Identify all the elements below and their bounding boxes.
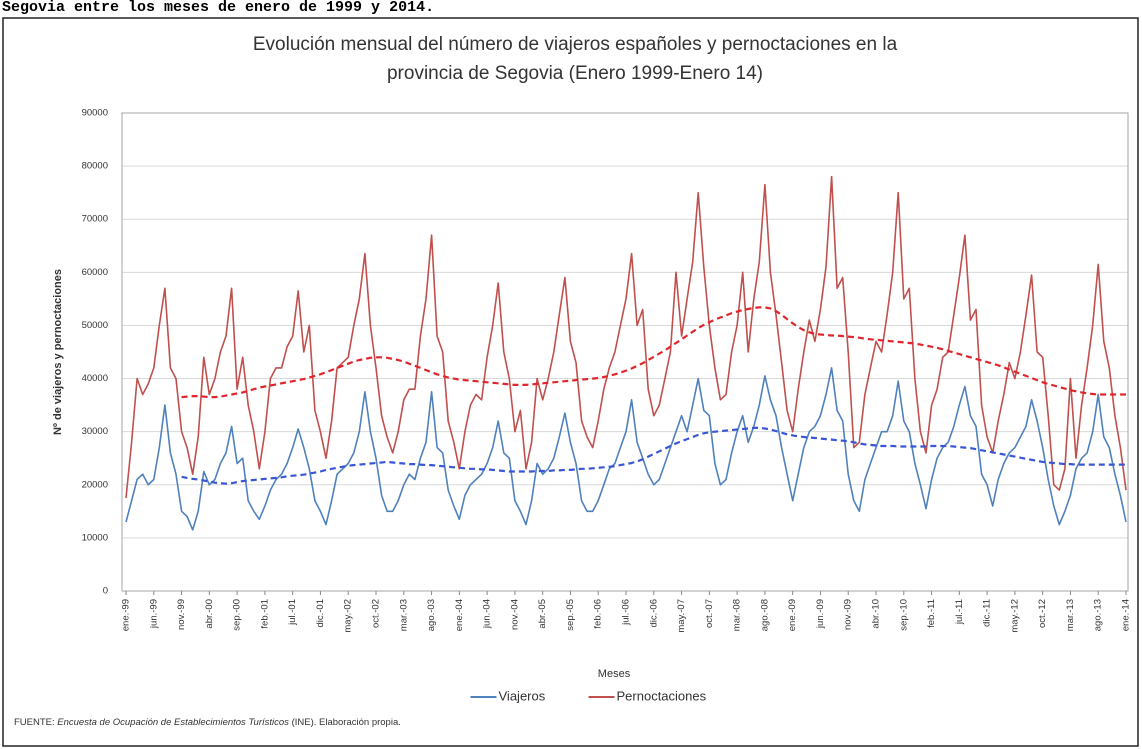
- x-tick-label: mar.-03: [398, 599, 409, 631]
- x-tick-label: may.-12: [1009, 599, 1020, 633]
- chart-title: Evolución mensual del número de viajeros…: [253, 34, 898, 55]
- trend-line: [181, 306, 1126, 399]
- x-tick-label: jul.-11: [954, 599, 965, 625]
- x-tick-label: abr.-05: [537, 599, 548, 629]
- x-tick-label: ago.-13: [1093, 599, 1104, 631]
- x-tick-label: sep.-05: [565, 599, 576, 631]
- x-tick-label: sep.-00: [232, 599, 243, 631]
- x-tick-label: nov.-04: [509, 599, 520, 630]
- x-tick-label: may.-07: [676, 599, 687, 633]
- x-tick-label: dic.-11: [982, 599, 993, 627]
- caption: Segovia entre los meses de enero de 1999…: [2, 0, 434, 16]
- y-tick-label: 90000: [82, 108, 108, 119]
- x-tick-label: sep.-10: [898, 599, 909, 631]
- x-tick-label: ene.-04: [454, 599, 465, 631]
- x-tick-label: ago.-03: [426, 599, 437, 631]
- x-tick-label: dic.-01: [315, 599, 326, 628]
- y-tick-label: 10000: [82, 532, 108, 543]
- source-prefix: FUENTE:: [14, 717, 55, 728]
- y-tick-label: 40000: [82, 373, 108, 384]
- x-tick-label: nov.-09: [843, 599, 854, 630]
- x-tick-label: jun.-09: [815, 599, 826, 629]
- x-tick-label: jul.-06: [621, 599, 632, 626]
- plot-border: [121, 112, 1129, 592]
- trend-line: [181, 426, 1126, 485]
- figure-frame: [2, 17, 1139, 747]
- x-tick-label: may.-02: [343, 599, 354, 633]
- chart-title: provincia de Segovia (Enero 1999-Enero 1…: [387, 63, 763, 84]
- x-tick-label: mar.-08: [732, 599, 743, 631]
- y-tick-label: 80000: [82, 161, 108, 172]
- y-tick-label: 0: [103, 586, 108, 597]
- x-tick-label: jun.-99: [148, 599, 159, 629]
- x-tick-label: ene.-99: [121, 599, 132, 631]
- source: FUENTE: Encuesta de Ocupación de Estable…: [14, 717, 401, 728]
- x-tick-label: jul.-01: [287, 599, 298, 626]
- x-tick-label: oct.-07: [704, 599, 715, 628]
- legend-label: Viajeros: [499, 688, 546, 703]
- y-tick-label: 20000: [82, 479, 108, 490]
- y-axis-title: Nº de viajeros y pernoctaciones: [52, 269, 64, 435]
- x-tick-label: feb.-01: [259, 599, 270, 629]
- series-line: [125, 175, 1127, 499]
- x-tick-label: nov.-99: [176, 599, 187, 630]
- x-tick-label: abr.-00: [204, 599, 215, 629]
- y-tick-label: 60000: [82, 267, 108, 278]
- x-tick-label: ago.-08: [759, 599, 770, 631]
- y-tick-label: 30000: [82, 426, 108, 437]
- y-tick-label: 70000: [82, 214, 108, 225]
- x-tick-label: dic.-06: [648, 599, 659, 628]
- x-tick-label: ene.-09: [787, 599, 798, 631]
- legend-label: Pernoctaciones: [617, 688, 707, 703]
- series-line: [125, 367, 1127, 531]
- x-tick-label: mar.-13: [1065, 599, 1076, 631]
- source-italic: Encuesta de Ocupación de Establecimiento…: [57, 717, 289, 728]
- x-tick-label: feb.-11: [926, 599, 937, 628]
- x-tick-label: ene.-14: [1121, 599, 1132, 631]
- x-tick-label: oct.-02: [371, 599, 382, 628]
- source-suffix: (INE). Elaboración propia.: [292, 717, 401, 728]
- y-tick-label: 50000: [82, 320, 108, 331]
- x-tick-label: feb.-06: [593, 599, 604, 629]
- x-axis-title: Meses: [598, 668, 631, 680]
- x-tick-label: abr.-10: [871, 599, 882, 629]
- x-tick-label: jun.-04: [482, 599, 493, 629]
- x-tick-label: oct.-12: [1037, 599, 1048, 628]
